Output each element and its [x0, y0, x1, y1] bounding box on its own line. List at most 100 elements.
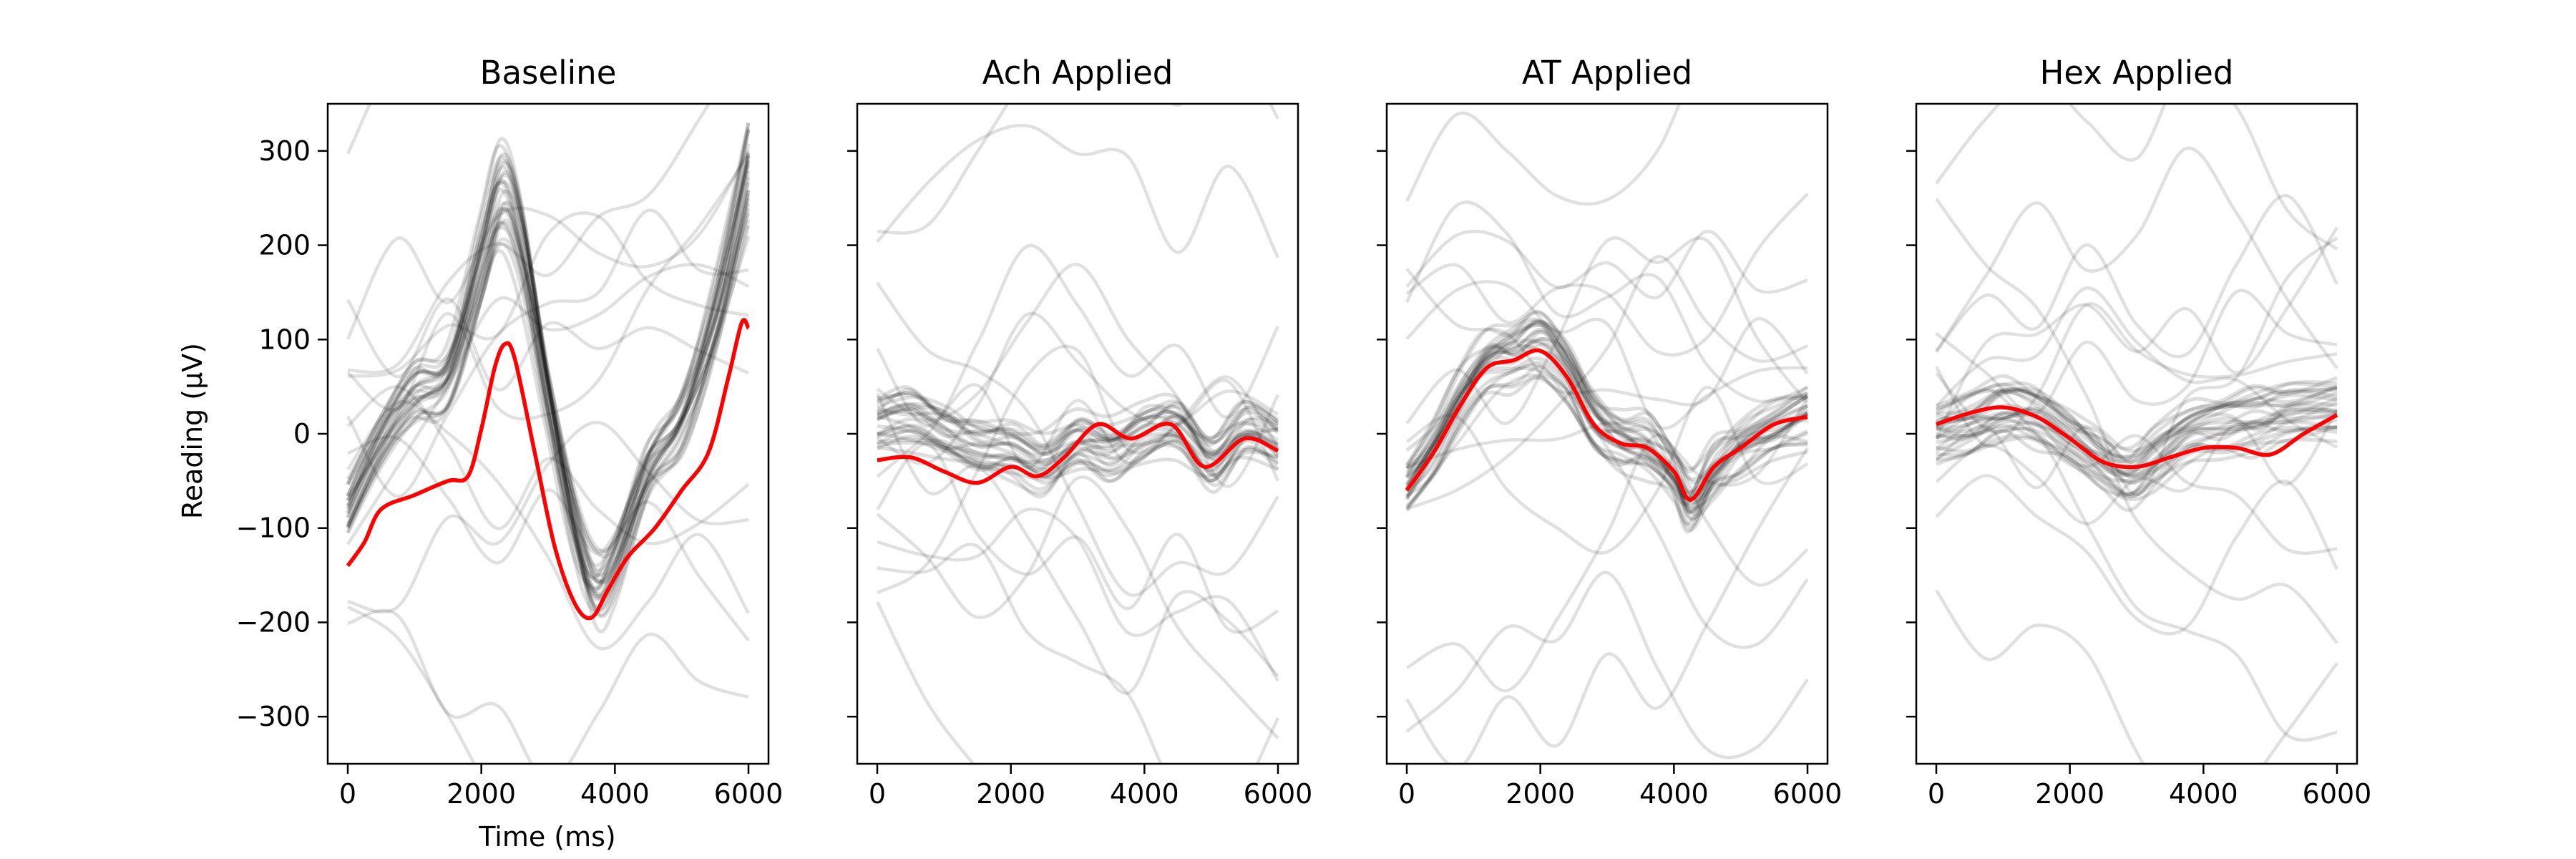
trace-line [1405, 365, 1808, 520]
trace-line [346, 219, 751, 598]
outlier-trace-line [876, 263, 1279, 488]
outlier-trace-line [1935, 194, 2338, 359]
outlier-trace-line [1935, 474, 2338, 636]
y-tick-label: −200 [236, 606, 311, 638]
trace-line [877, 423, 1279, 477]
outlier-trace-line [347, 104, 711, 374]
y-tick-label: −100 [236, 513, 311, 544]
trace-line [1405, 323, 1809, 513]
trace-line [1405, 311, 1809, 494]
x-tick-label: 6000 [2303, 778, 2372, 810]
outlier-trace-line [1405, 280, 1808, 430]
outlier-trace-line [1405, 104, 1682, 206]
trace-line [346, 122, 751, 598]
outlier-trace-line [346, 297, 749, 392]
trace-line [346, 152, 751, 634]
trace-line [1936, 387, 2338, 460]
outlier-trace-line [876, 281, 1279, 597]
trace-line [877, 445, 1279, 491]
mean-line [346, 318, 751, 621]
outlier-trace-line [876, 375, 1279, 478]
outlier-trace-line [1935, 146, 2338, 369]
x-tick-label: 4000 [580, 778, 650, 810]
trace-line [1936, 403, 2338, 485]
outlier-trace-line [1406, 255, 1808, 510]
outlier-trace-line [1405, 433, 1809, 693]
x-tick-label: 0 [339, 778, 356, 810]
trace-line [346, 176, 751, 618]
x-tick-label: 0 [1398, 778, 1415, 810]
outlier-trace-line [876, 243, 1279, 428]
trace-line [877, 433, 1279, 483]
outlier-trace-line [876, 475, 1279, 739]
trace-line [1935, 382, 2338, 465]
trace-line [1936, 374, 2338, 451]
outlier-trace-line [877, 104, 1279, 235]
trace-line [877, 402, 1279, 461]
outlier-trace-line [346, 605, 477, 764]
trace-line [877, 409, 1279, 472]
x-tick-label: 0 [869, 778, 886, 810]
trace-line [346, 208, 751, 583]
trace-line [876, 385, 1279, 443]
trace-line [1405, 309, 1808, 500]
trace-line [1936, 424, 2338, 498]
trace-line [877, 424, 1279, 473]
trace-line [1936, 436, 2338, 502]
trace-line [1936, 424, 2338, 497]
trace-line [1405, 330, 1809, 485]
trace-line [346, 225, 751, 601]
trace-line [876, 387, 1279, 450]
outlier-trace-line [875, 392, 1279, 695]
panel-1: Baseline 0 2000 4000 6000 −300 −200 −100 0 100 200… [236, 54, 784, 810]
trace-line [1405, 319, 1809, 471]
trace-line [346, 170, 751, 553]
trace-line [346, 130, 751, 585]
panel-title: Ach Applied [982, 54, 1174, 92]
y-tick-label: 100 [258, 324, 311, 355]
trace-line [346, 122, 751, 590]
trace-line [346, 164, 751, 573]
trace-line [346, 160, 751, 614]
trace-line [877, 431, 1279, 487]
trace-line [1405, 336, 1809, 501]
trace-line [877, 392, 1279, 447]
trace-line [1405, 321, 1809, 495]
trace-line [346, 155, 751, 558]
x-tick-label: 2000 [2035, 778, 2104, 810]
trace-line [1936, 411, 2338, 483]
outlier-trace-line [346, 154, 750, 421]
trace-line [1936, 387, 2338, 465]
x-tick-label: 6000 [1773, 778, 1843, 810]
trace-line [1405, 317, 1809, 500]
x-tick-label: 4000 [1639, 778, 1709, 810]
trace-line [1936, 386, 2338, 459]
outlier-trace-line [347, 608, 749, 764]
outlier-trace-line [876, 123, 1279, 258]
outlier-trace-line [1935, 408, 2338, 525]
trace-bundle [1405, 104, 1809, 764]
panel-title: Baseline [480, 54, 617, 92]
trace-line [1936, 425, 2338, 513]
mean-line [1936, 405, 2338, 470]
outlier-trace-line [1405, 229, 1808, 300]
outlier-trace-line [1405, 268, 1809, 407]
outlier-trace-line [346, 263, 749, 545]
outlier-trace-line [1935, 288, 2338, 415]
outlier-trace-line [876, 311, 1280, 482]
trace-line [1936, 400, 2338, 477]
trace-line [346, 143, 751, 617]
trace-line [346, 213, 751, 580]
trace-line [346, 193, 751, 601]
panel-title: AT Applied [1522, 54, 1692, 92]
outlier-trace-line [1405, 200, 1808, 404]
outlier-trace-line [346, 399, 750, 651]
y-tick-label: 300 [258, 135, 311, 167]
mean-line [877, 422, 1279, 485]
trace-line [346, 189, 751, 586]
trace-line [1935, 410, 2338, 496]
trace-line [876, 417, 1279, 479]
trace-line [1936, 376, 2338, 453]
trace-line [346, 155, 751, 584]
x-axis-label: Time (ms) [478, 821, 616, 853]
